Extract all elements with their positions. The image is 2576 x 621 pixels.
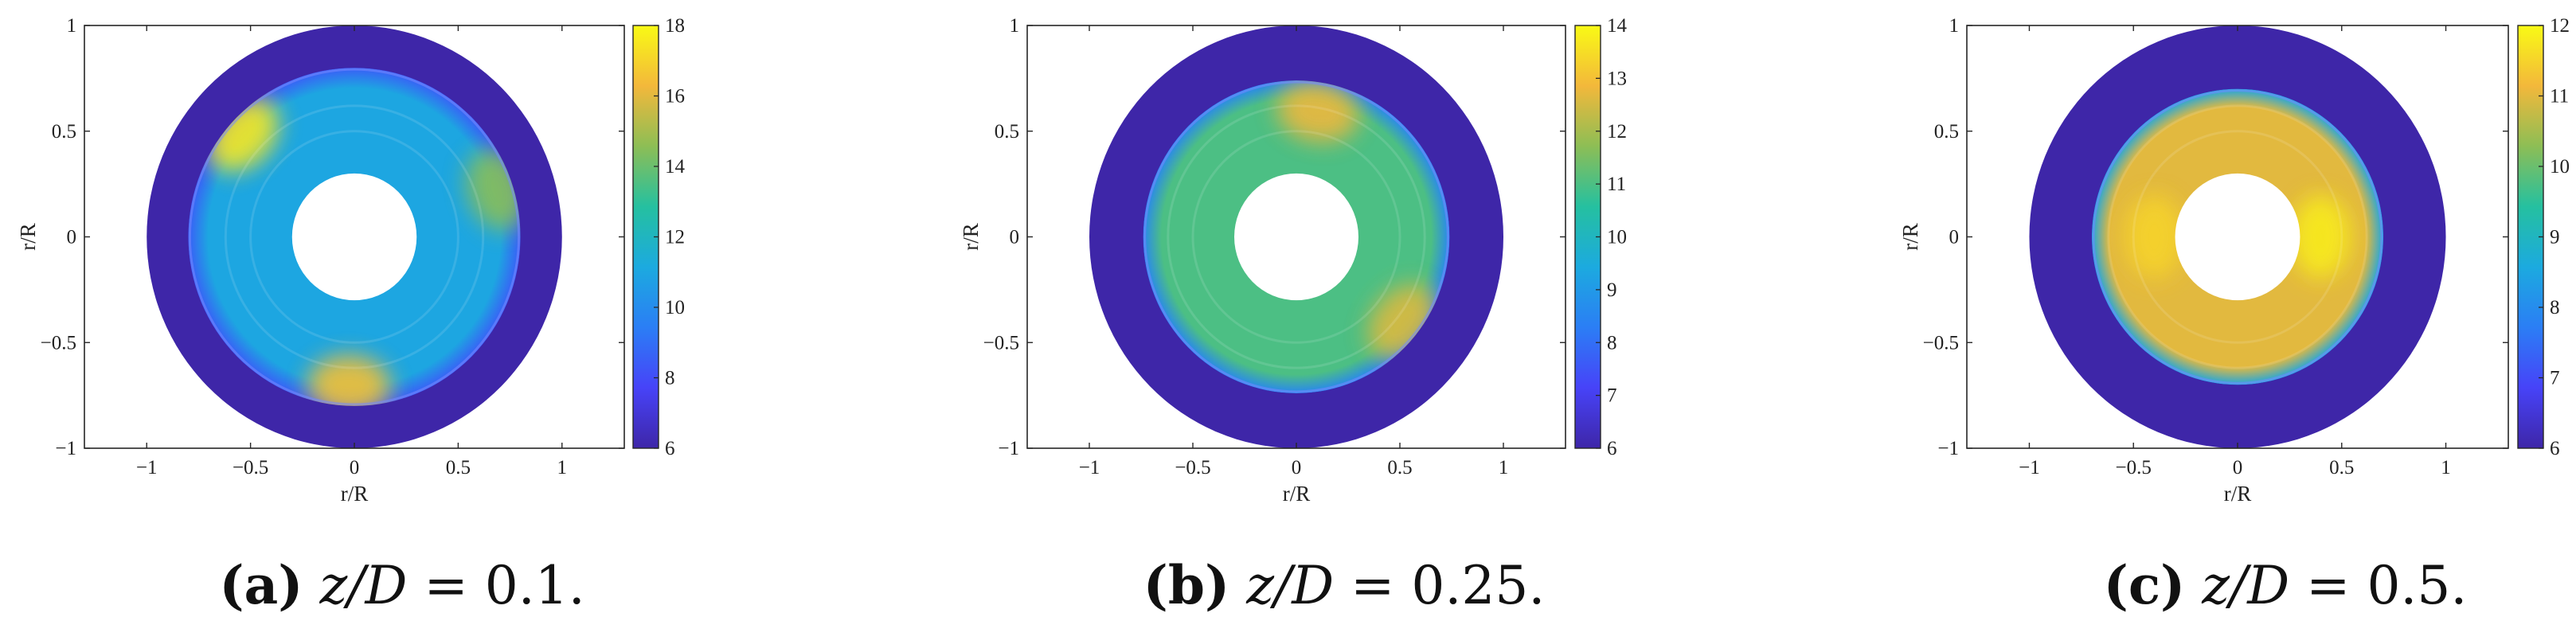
caption-variable: z/D bbox=[319, 555, 408, 616]
x-tick-label: 1 bbox=[557, 457, 568, 478]
caption-value: 0.5. bbox=[2367, 555, 2467, 616]
hub bbox=[1234, 173, 1358, 301]
field-edge bbox=[188, 68, 521, 406]
y-tick-label: −0.5 bbox=[983, 332, 1019, 353]
colorbar-tick-label: 9 bbox=[1607, 279, 1617, 301]
colorbar-tick-label: 12 bbox=[665, 227, 685, 248]
colorbar-tick-label: 8 bbox=[1607, 332, 1617, 353]
x-tick-label: 0 bbox=[2233, 457, 2243, 478]
caption-equals: = bbox=[1334, 555, 1411, 616]
field-band-1 bbox=[2132, 130, 2343, 344]
x-tick-label: 0.5 bbox=[446, 457, 471, 478]
caption-equals: = bbox=[2289, 555, 2367, 616]
caption-equals: = bbox=[407, 555, 484, 616]
caption-variable: z/D bbox=[2201, 555, 2289, 616]
x-tick-label: −0.5 bbox=[233, 457, 268, 478]
y-axis-label: r/R bbox=[16, 223, 40, 251]
y-tick-label: 0 bbox=[1949, 227, 1960, 248]
field-band-2 bbox=[2107, 104, 2368, 369]
panel-caption: (a) z/D = 0.1. bbox=[219, 554, 584, 616]
y-tick-label: 0 bbox=[1010, 227, 1020, 248]
colorbar-tick-label: 18 bbox=[665, 15, 685, 37]
hotspot-1 bbox=[1276, 81, 1359, 143]
y-axis-label: r/R bbox=[1898, 223, 1922, 251]
y-tick-label: −1 bbox=[998, 438, 1019, 459]
field-edge bbox=[1143, 80, 1449, 393]
colorbar-tick-label: 8 bbox=[665, 368, 675, 389]
colorbar-tick-label: 14 bbox=[1607, 15, 1628, 37]
y-tick-label: 0.5 bbox=[1934, 121, 1959, 143]
y-tick-label: 1 bbox=[1010, 15, 1020, 37]
colorbar-tick-label: 9 bbox=[2550, 227, 2560, 248]
colorbar-tick-label: 6 bbox=[1607, 438, 1617, 459]
x-axis-label: r/R bbox=[341, 482, 369, 506]
x-tick-label: −0.5 bbox=[2116, 457, 2152, 478]
y-tick-label: 0 bbox=[67, 227, 77, 248]
x-axis-label: r/R bbox=[1283, 482, 1311, 506]
x-tick-label: 1 bbox=[2441, 457, 2451, 478]
hotspot-2 bbox=[2125, 195, 2184, 279]
x-tick-label: −1 bbox=[136, 457, 158, 478]
panel-caption: (b) z/D = 0.25. bbox=[1143, 554, 1546, 616]
colorbar-tick-label: 12 bbox=[1607, 121, 1627, 143]
caption-letter: (c) bbox=[2104, 554, 2186, 616]
x-tick-label: −1 bbox=[1079, 457, 1100, 478]
caption-value: 0.1. bbox=[485, 555, 585, 616]
colorbar-tick-label: 10 bbox=[2550, 156, 2570, 178]
field-band-1 bbox=[1191, 130, 1401, 344]
y-axis-label: r/R bbox=[959, 223, 983, 251]
field-band-1 bbox=[249, 130, 459, 344]
caption-value: 0.25. bbox=[1411, 555, 1545, 616]
colorbar-tick-label: 11 bbox=[2550, 86, 2569, 107]
field-edge bbox=[2092, 89, 2383, 385]
y-tick-label: −1 bbox=[1937, 438, 1959, 459]
colorbar-tick-label: 7 bbox=[2550, 368, 2560, 389]
x-tick-label: −1 bbox=[2019, 457, 2040, 478]
hub bbox=[291, 173, 417, 301]
x-tick-label: 0 bbox=[1292, 457, 1302, 478]
y-tick-label: −0.5 bbox=[1923, 332, 1959, 353]
colorbar-tick-label: 13 bbox=[1607, 68, 1627, 89]
colorbar-tick-label: 10 bbox=[1607, 227, 1627, 248]
y-tick-label: 0.5 bbox=[995, 121, 1019, 143]
colorbar-tick-label: 10 bbox=[665, 297, 685, 318]
caption-letter: (a) bbox=[219, 554, 303, 616]
panel-3: −1 −0.5 0 0.5 1 −1 −0.5 0 0.5 1 r/R r/R 6 7 8 9 10 11 12 (c… bbox=[1898, 15, 2570, 616]
x-tick-label: 0 bbox=[350, 457, 360, 478]
x-tick-label: 1 bbox=[1499, 457, 1509, 478]
colorbar-tick-label: 11 bbox=[1607, 174, 1626, 195]
y-tick-label: 0.5 bbox=[52, 121, 76, 143]
panel-1: −1 −0.5 0 0.5 1 −1 −0.5 0 0.5 1 r/R r/R 6 8 10 12 14 16 18… bbox=[16, 15, 686, 616]
x-tick-label: 0.5 bbox=[1387, 457, 1412, 478]
y-tick-label: −0.5 bbox=[41, 332, 76, 353]
panel-2: −1 −0.5 0 0.5 1 −1 −0.5 0 0.5 1 r/R r/R 6 7 8 9 10 11 12 13… bbox=[959, 15, 1628, 616]
y-tick-label: 1 bbox=[1949, 15, 1960, 37]
caption-letter: (b) bbox=[1143, 554, 1230, 616]
colorbar-tick-label: 7 bbox=[1607, 385, 1617, 407]
panel-caption: (c) z/D = 0.5. bbox=[2104, 554, 2468, 616]
hotspot-2 bbox=[307, 355, 391, 406]
colorbar-tick-label: 6 bbox=[665, 438, 675, 459]
colorbar-tick-label: 14 bbox=[665, 156, 686, 178]
caption-variable: z/D bbox=[1245, 555, 1334, 616]
y-tick-label: 1 bbox=[67, 15, 77, 37]
colorbar-tick-label: 8 bbox=[2550, 297, 2560, 318]
field-band-2 bbox=[1167, 104, 1426, 369]
x-axis-label: r/R bbox=[2224, 482, 2252, 506]
x-tick-label: 0.5 bbox=[2329, 457, 2354, 478]
field-band-2 bbox=[224, 104, 485, 369]
y-tick-label: −1 bbox=[55, 438, 76, 459]
colorbar-tick-label: 16 bbox=[665, 86, 685, 107]
hotspot-1 bbox=[2291, 195, 2351, 279]
colorbar-tick-label: 6 bbox=[2550, 438, 2560, 459]
hub bbox=[2175, 173, 2300, 301]
colorbar-tick-label: 12 bbox=[2550, 15, 2570, 37]
x-tick-label: −0.5 bbox=[1175, 457, 1210, 478]
